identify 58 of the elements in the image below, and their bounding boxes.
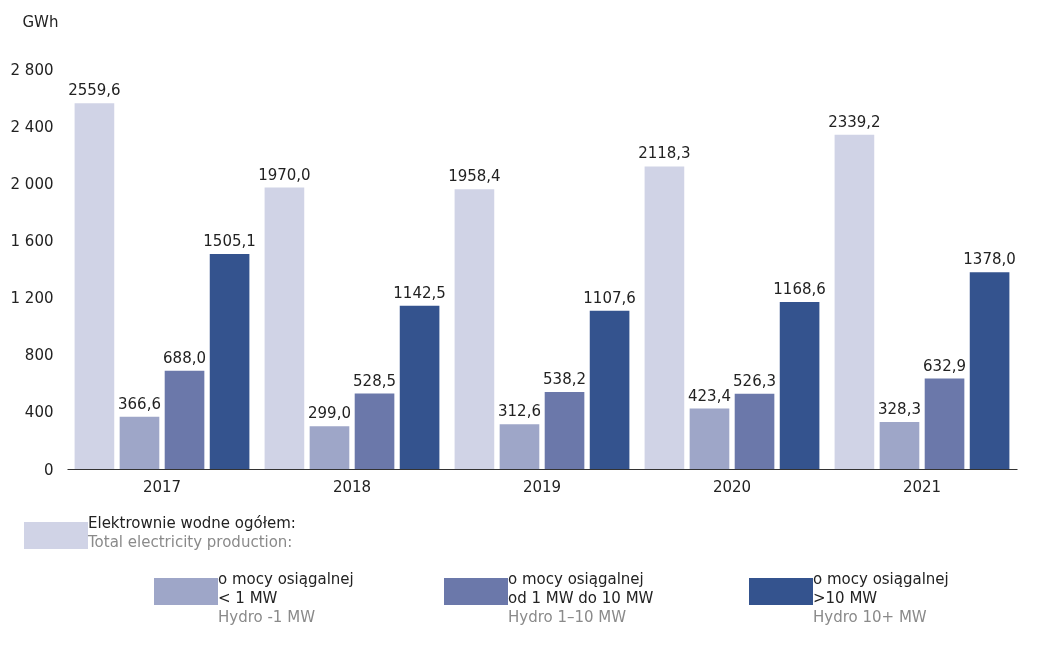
y-tick-label: 1 600 (10, 231, 54, 250)
x-tick-label: 2019 (522, 477, 562, 496)
bar (399, 305, 440, 469)
y-tick-label: 400 (24, 403, 54, 422)
y-tick-label: 2 000 (10, 174, 54, 193)
x-tick-label: 2021 (902, 477, 942, 496)
data-label: 328,3 (878, 400, 921, 419)
bar (499, 424, 540, 469)
y-axis-title: GWh (22, 12, 59, 31)
bar (309, 426, 350, 469)
bar (454, 189, 495, 469)
legend-label: o mocy osiągalnej < 1 MW Hydro -1 MW (218, 570, 354, 626)
bar (119, 416, 160, 469)
bar (354, 393, 395, 469)
data-label: 1142,5 (393, 283, 446, 302)
bar (734, 393, 775, 469)
bar (264, 187, 305, 469)
bar (779, 302, 820, 469)
data-label: 1378,0 (963, 250, 1016, 269)
bar (589, 310, 630, 469)
bar (644, 166, 685, 469)
data-label: 2118,3 (638, 144, 691, 163)
bar (879, 422, 920, 469)
x-tick-label: 2020 (712, 477, 752, 496)
bar (969, 272, 1010, 469)
data-label: 1107,6 (583, 288, 636, 307)
data-label: 528,5 (353, 371, 396, 390)
data-label: 312,6 (498, 402, 541, 421)
data-label: 2339,2 (828, 112, 881, 131)
legend-label: Elektrownie wodne ogółem: Total electricity production: (87, 514, 296, 551)
bar (544, 392, 585, 469)
legend-label: o mocy osiągalnej od 1 MW do 10 MW Hydro 1–10 MW (508, 570, 654, 626)
bar (834, 134, 875, 469)
data-label: 526,3 (733, 371, 776, 390)
data-label: 1168,6 (773, 280, 826, 299)
data-label: 366,6 (118, 394, 161, 413)
data-label: 2559,6 (68, 81, 121, 100)
data-label: 688,0 (163, 348, 206, 367)
data-label: 538,2 (543, 370, 586, 389)
data-label: 632,9 (923, 356, 966, 375)
bar (74, 103, 115, 469)
bar (689, 408, 730, 469)
y-tick-label: 1 200 (10, 289, 54, 308)
y-tick-label: 2 800 (10, 60, 54, 79)
legend-label: o mocy osiągalnej >10 MW Hydro 10+ MW (813, 570, 949, 626)
data-label: 1958,4 (448, 167, 501, 186)
x-tick-label: 2017 (142, 477, 182, 496)
bar (924, 378, 965, 469)
x-tick-label: 2018 (332, 477, 372, 496)
data-label: 1970,0 (258, 165, 311, 184)
data-label: 299,0 (308, 404, 351, 423)
y-tick-label: 800 (24, 346, 54, 365)
bar (209, 253, 250, 469)
y-tick-label: 0 (43, 460, 54, 479)
data-label: 1505,1 (203, 231, 256, 250)
y-tick-label: 2 400 (10, 117, 54, 136)
bar (164, 370, 205, 469)
data-label: 423,4 (688, 386, 731, 405)
